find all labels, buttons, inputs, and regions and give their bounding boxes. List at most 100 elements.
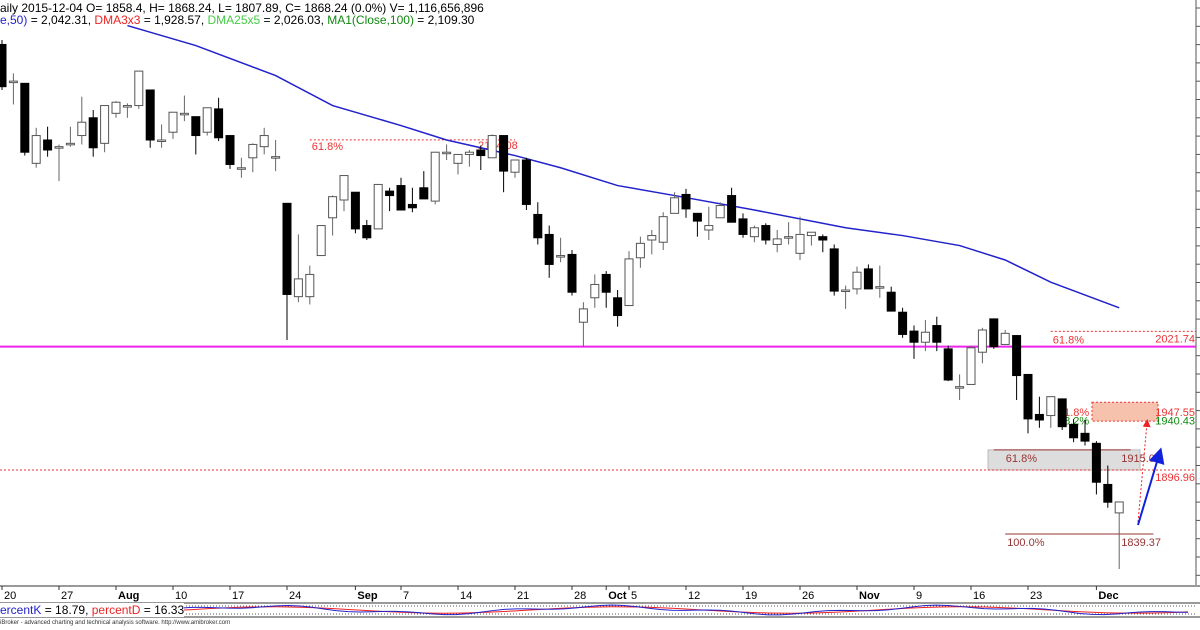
candle bbox=[1103, 465, 1113, 508]
fib-value-label: 2021.74 bbox=[1155, 333, 1195, 345]
candle-body bbox=[920, 331, 930, 343]
candle bbox=[77, 96, 87, 145]
candle bbox=[0, 40, 7, 90]
candle bbox=[214, 97, 224, 142]
candle bbox=[31, 127, 41, 168]
candle bbox=[920, 320, 930, 352]
candle-body bbox=[635, 242, 645, 259]
x-tick-label: Dec bbox=[1098, 590, 1118, 602]
dma3-value: = 1,928.57, bbox=[140, 13, 208, 27]
candle-body bbox=[487, 135, 497, 159]
candle bbox=[111, 101, 121, 118]
candle-body bbox=[533, 213, 543, 239]
candle bbox=[1057, 398, 1067, 430]
candle-body bbox=[704, 225, 714, 231]
candle bbox=[624, 251, 634, 307]
candle bbox=[293, 234, 303, 303]
x-tick-label: 17 bbox=[232, 590, 244, 602]
candle bbox=[168, 111, 178, 139]
candle-body bbox=[795, 233, 805, 254]
candle-body bbox=[248, 143, 258, 159]
candle bbox=[453, 153, 463, 175]
candle-body bbox=[601, 273, 611, 293]
candle-body bbox=[373, 183, 383, 230]
candle-body bbox=[499, 135, 509, 172]
fib-zone-orange bbox=[1091, 401, 1159, 422]
candle-body bbox=[419, 187, 429, 200]
candle-body bbox=[145, 89, 155, 141]
candle-body bbox=[1034, 413, 1044, 421]
candle-body bbox=[168, 111, 178, 133]
candle-body bbox=[134, 70, 144, 107]
candle bbox=[510, 159, 520, 178]
ma100-label: MA1(Close,100) bbox=[327, 13, 414, 27]
dma3-label: DMA3x3 bbox=[94, 13, 141, 27]
candle bbox=[943, 345, 953, 382]
candle-body bbox=[567, 253, 577, 293]
x-tick-label: 16 bbox=[973, 590, 985, 602]
target-arrow-red bbox=[1137, 419, 1151, 523]
candle bbox=[863, 264, 873, 290]
candle-body bbox=[932, 325, 942, 343]
candle bbox=[134, 70, 144, 109]
x-tick-label: 7 bbox=[403, 590, 409, 602]
footer-credit: iBroker - advanced charting and technica… bbox=[0, 620, 231, 626]
candle bbox=[248, 143, 258, 173]
candle bbox=[955, 374, 965, 400]
zone-value-label: 1947.55 bbox=[1155, 407, 1195, 419]
candle bbox=[43, 126, 53, 157]
candle bbox=[20, 82, 30, 156]
candle bbox=[738, 213, 748, 238]
candle bbox=[236, 157, 246, 178]
candle bbox=[157, 124, 167, 148]
candle-body bbox=[521, 159, 531, 205]
candle-body bbox=[157, 139, 167, 142]
candle bbox=[704, 206, 714, 240]
candle bbox=[373, 183, 383, 230]
x-tick-label: 20 bbox=[4, 590, 16, 602]
candle-body bbox=[886, 291, 896, 312]
candle-body bbox=[772, 238, 782, 245]
candle-body bbox=[111, 101, 121, 114]
candle bbox=[715, 202, 725, 219]
candle-body bbox=[658, 216, 668, 243]
candle bbox=[806, 231, 816, 246]
candle bbox=[590, 274, 600, 308]
candle bbox=[54, 144, 64, 182]
candle bbox=[727, 187, 737, 223]
candle bbox=[442, 144, 452, 160]
candle-body bbox=[88, 117, 98, 149]
candle-body bbox=[875, 286, 885, 289]
candle bbox=[202, 107, 212, 136]
candle-body bbox=[328, 196, 338, 219]
x-tick-label: 10 bbox=[175, 590, 187, 602]
fib-value-label: 1915.09 bbox=[1121, 453, 1161, 465]
candle-body bbox=[225, 135, 235, 165]
ma50-line bbox=[127, 24, 1120, 309]
candle-body bbox=[613, 297, 623, 317]
candle bbox=[476, 145, 486, 170]
candle bbox=[601, 271, 611, 308]
candle-body bbox=[54, 146, 64, 149]
candle bbox=[350, 191, 360, 234]
candle bbox=[328, 195, 338, 236]
candle bbox=[818, 234, 828, 253]
candle bbox=[852, 266, 862, 295]
x-tick-label: 28 bbox=[574, 590, 586, 602]
candle-body bbox=[943, 348, 953, 381]
candle bbox=[567, 250, 577, 296]
candle bbox=[499, 135, 509, 193]
candle bbox=[487, 134, 497, 159]
candle bbox=[385, 187, 395, 212]
candle bbox=[396, 177, 406, 211]
candle-body bbox=[1114, 501, 1124, 514]
candle bbox=[761, 223, 771, 245]
candle bbox=[145, 89, 155, 148]
x-tick-label: 21 bbox=[517, 590, 529, 602]
candle-body bbox=[829, 248, 839, 292]
candle bbox=[977, 327, 987, 364]
ohlc-header: aily 2015-12-04 O= 1858.4, H= 1868.24, L… bbox=[0, 1, 484, 15]
stochastic-legend: ercentK = 18.79, percentD = 16.33 bbox=[0, 603, 185, 617]
candle bbox=[784, 222, 794, 245]
